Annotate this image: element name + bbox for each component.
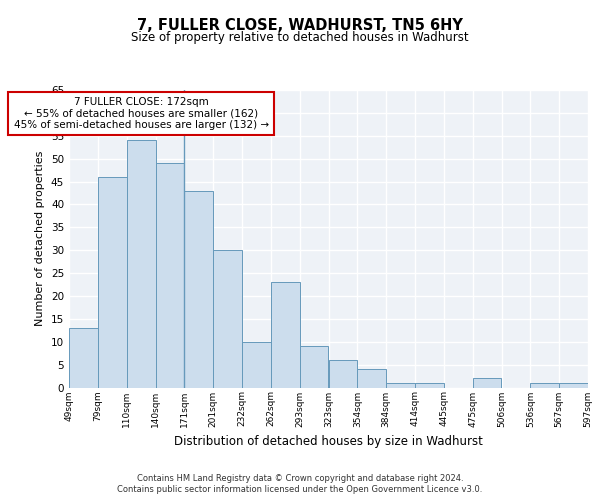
Text: Size of property relative to detached houses in Wadhurst: Size of property relative to detached ho… bbox=[131, 31, 469, 44]
Bar bbox=[213, 250, 242, 388]
Text: Contains HM Land Registry data © Crown copyright and database right 2024.: Contains HM Land Registry data © Crown c… bbox=[137, 474, 463, 483]
Bar bbox=[299, 346, 329, 388]
Bar bbox=[559, 383, 588, 388]
Bar bbox=[329, 360, 358, 388]
Bar bbox=[155, 163, 184, 388]
Text: 7, FULLER CLOSE, WADHURST, TN5 6HY: 7, FULLER CLOSE, WADHURST, TN5 6HY bbox=[137, 18, 463, 32]
Bar bbox=[242, 342, 271, 388]
Bar bbox=[69, 328, 98, 388]
X-axis label: Distribution of detached houses by size in Wadhurst: Distribution of detached houses by size … bbox=[174, 435, 483, 448]
Bar bbox=[530, 383, 559, 388]
Text: 7 FULLER CLOSE: 172sqm
← 55% of detached houses are smaller (162)
45% of semi-de: 7 FULLER CLOSE: 172sqm ← 55% of detached… bbox=[14, 97, 269, 130]
Bar bbox=[98, 177, 127, 388]
Bar bbox=[473, 378, 502, 388]
Bar bbox=[271, 282, 299, 388]
Y-axis label: Number of detached properties: Number of detached properties bbox=[35, 151, 46, 326]
Bar bbox=[358, 369, 386, 388]
Text: Contains public sector information licensed under the Open Government Licence v3: Contains public sector information licen… bbox=[118, 485, 482, 494]
Bar bbox=[127, 140, 155, 388]
Bar bbox=[184, 190, 213, 388]
Bar bbox=[386, 383, 415, 388]
Bar bbox=[415, 383, 444, 388]
